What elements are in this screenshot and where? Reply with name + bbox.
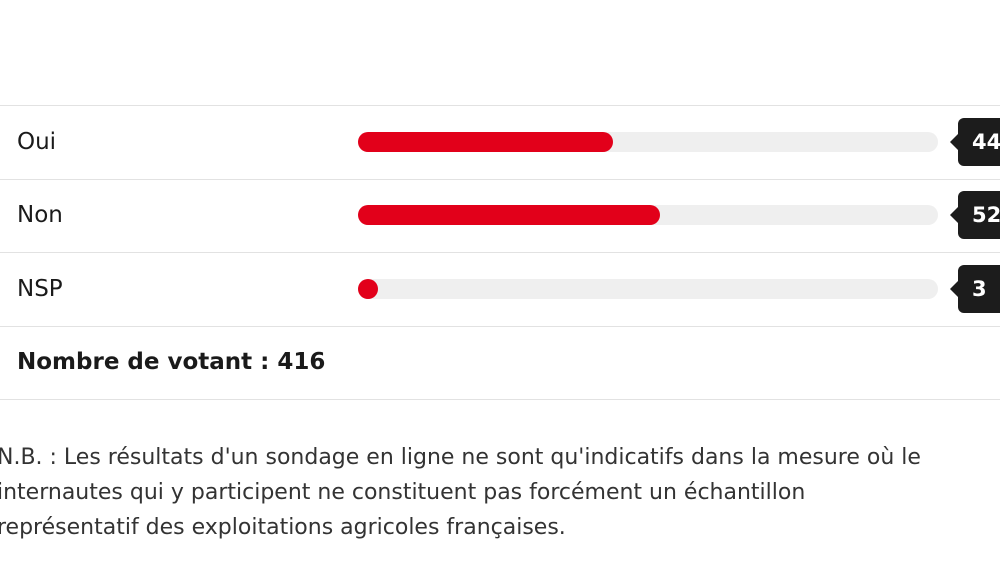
bar: [358, 205, 660, 226]
bar: [358, 278, 378, 299]
option-label: Non: [17, 202, 63, 229]
value-badge: 44: [950, 117, 1000, 166]
note-line: représentatif des exploitations agricole…: [0, 515, 566, 540]
separator: [0, 399, 1000, 400]
separator: [0, 105, 1000, 106]
bar-track: [358, 205, 938, 226]
value-badge: 3: [950, 264, 1000, 313]
note-line: N.B. : Les résultats d'un sondage en lig…: [0, 445, 921, 470]
option-label: NSP: [17, 275, 63, 302]
separator: [0, 178, 1000, 180]
value-badge: 52: [950, 191, 1000, 240]
bar-track: [358, 278, 938, 299]
note-line: internautes qui y participent ne constit…: [0, 480, 806, 505]
bar: [358, 131, 614, 152]
bar-track: [358, 131, 938, 152]
option-label: Oui: [17, 128, 57, 155]
separator: [0, 325, 1000, 327]
voters-count: Nombre de votant : 416: [17, 349, 326, 375]
separator: [0, 252, 1000, 253]
